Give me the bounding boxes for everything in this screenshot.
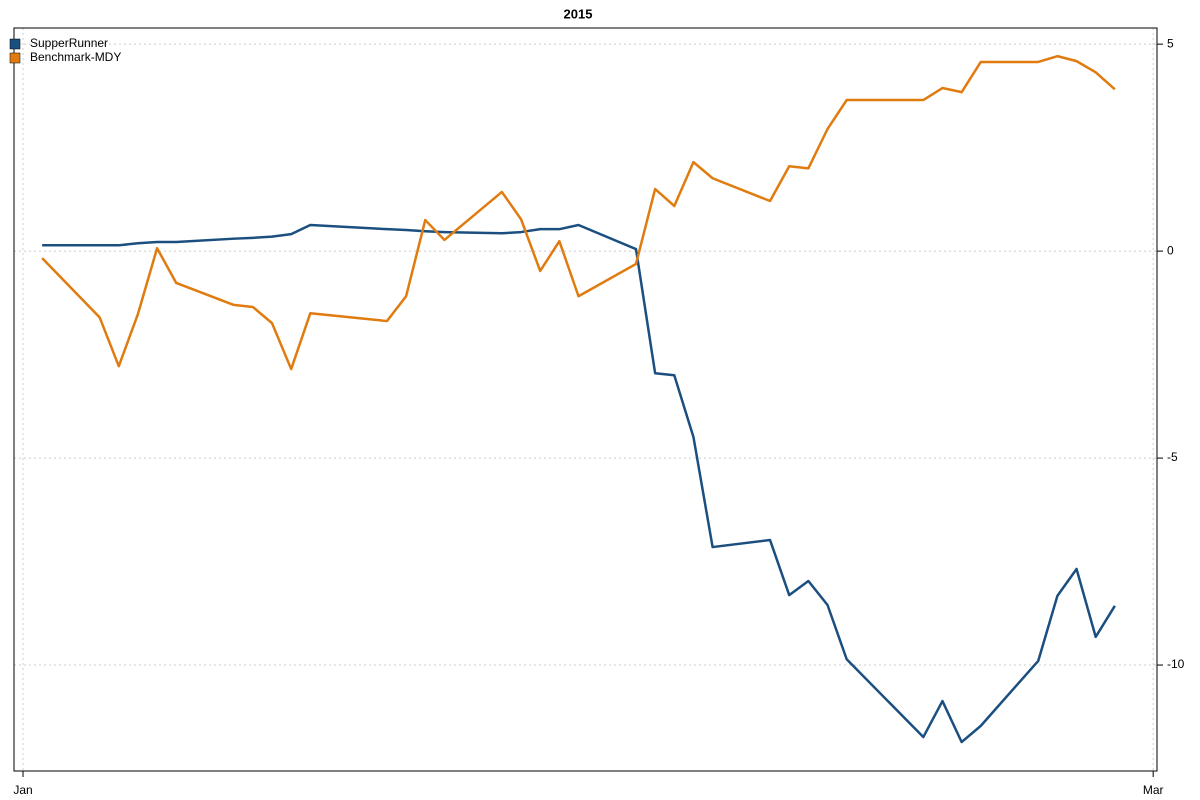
y-tick-label: -10	[1167, 657, 1185, 671]
legend-swatch	[9, 52, 21, 64]
x-tick-label: Mar	[1143, 783, 1164, 797]
x-tick-label: Jan	[13, 783, 32, 797]
legend-label: SupperRunner	[30, 36, 108, 50]
chart-title: 2015	[564, 6, 593, 21]
y-tick-label: 0	[1167, 243, 1174, 257]
legend-label: Benchmark-MDY	[30, 50, 121, 64]
legend-swatch	[9, 38, 21, 50]
y-tick-label: 5	[1167, 36, 1174, 50]
series-line	[42, 223, 1116, 744]
series-line	[41, 54, 1116, 371]
y-tick-label: -5	[1167, 450, 1178, 464]
plot-frame	[13, 27, 1158, 772]
